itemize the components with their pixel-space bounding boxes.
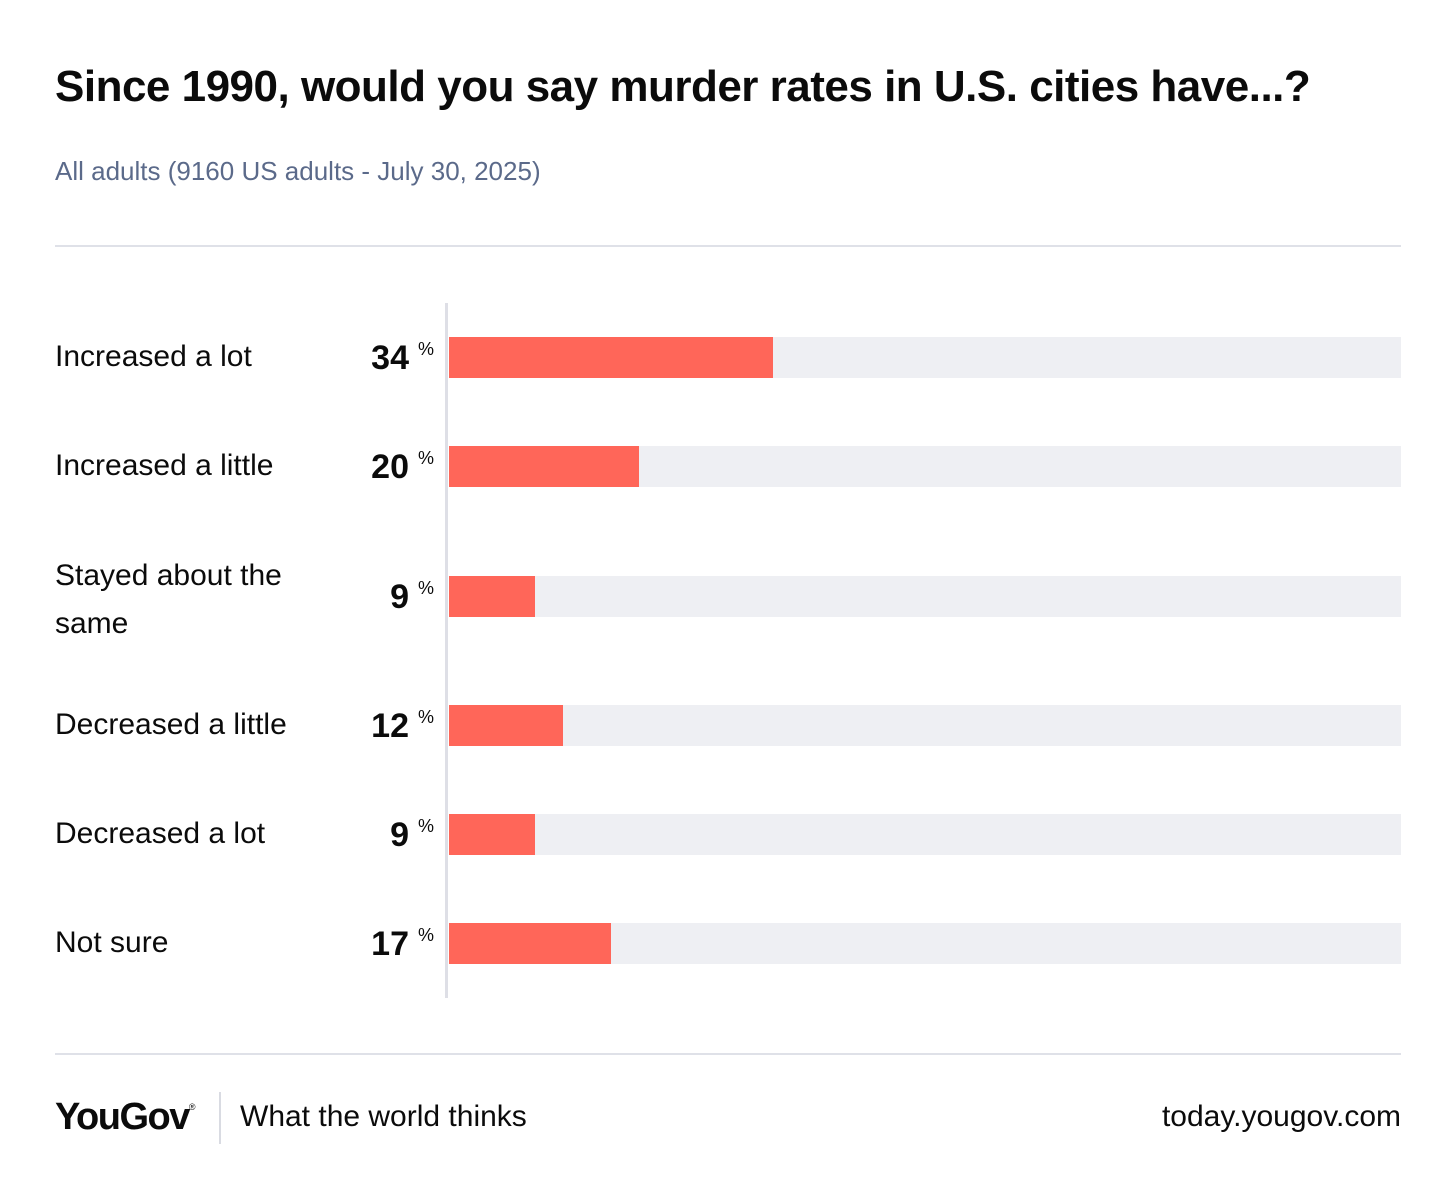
value-label: 34: [371, 339, 409, 377]
header-divider: [55, 245, 1401, 247]
value-label: 9: [390, 816, 409, 854]
percent-sign: %: [418, 816, 435, 836]
footer-tagline: What the world thinks: [240, 1100, 527, 1133]
yougov-logo: YouGov®: [55, 1096, 196, 1139]
footer-url: today.yougov.com: [1161, 1100, 1401, 1133]
category-label: Increased a lot: [55, 340, 252, 373]
value-label: 20: [371, 448, 409, 486]
bar-track: [449, 576, 1401, 617]
bar: [449, 814, 535, 855]
bar-track: [449, 337, 1401, 378]
percent-sign: %: [418, 339, 435, 359]
percent-sign: %: [418, 925, 435, 945]
bar: [449, 446, 639, 487]
value-label: 12: [371, 707, 409, 745]
category-label: Decreased a little: [55, 708, 287, 741]
value-label: 9: [390, 578, 409, 616]
footer-vertical-divider: [219, 1092, 221, 1144]
chart-axis-line: [445, 303, 448, 998]
logo-text: YouGov: [55, 1096, 190, 1138]
bar: [449, 923, 611, 964]
category-label: Increased a little: [55, 449, 274, 482]
percent-sign: %: [418, 448, 435, 468]
footer-divider-line: [55, 1053, 1401, 1055]
bar-track: [449, 705, 1401, 746]
chart-subtitle: All adults (9160 US adults - July 30, 20…: [55, 156, 541, 186]
bar: [449, 705, 563, 746]
category-label: Not sure: [55, 926, 169, 959]
percent-sign: %: [418, 578, 435, 598]
bar-track: [449, 814, 1401, 855]
bar-track: [449, 923, 1401, 964]
bar: [449, 576, 535, 617]
bar-track: [449, 446, 1401, 487]
bar: [449, 337, 773, 378]
registered-mark: ®: [188, 1102, 196, 1112]
category-label: Stayed about the same: [55, 559, 282, 640]
category-label: Decreased a lot: [55, 817, 266, 850]
chart-title: Since 1990, would you say murder rates i…: [55, 62, 1311, 111]
percent-sign: %: [418, 707, 435, 727]
value-label: 17: [371, 925, 409, 963]
